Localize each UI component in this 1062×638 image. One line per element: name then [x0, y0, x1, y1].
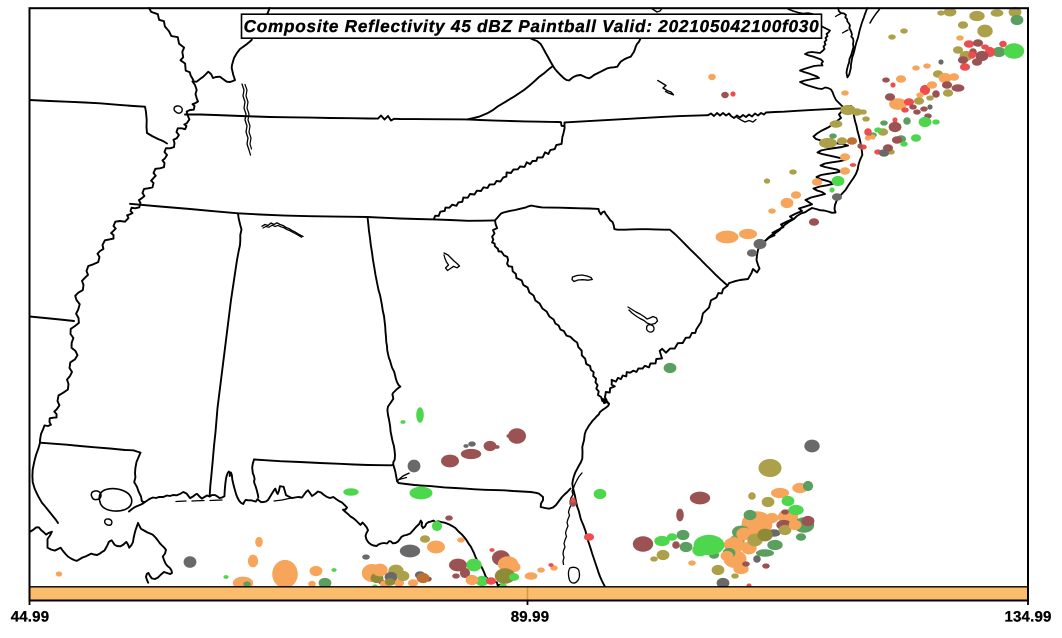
svg-text:134.99: 134.99: [1004, 609, 1051, 626]
svg-text:89.99: 89.99: [511, 609, 550, 626]
svg-text:Composite Reflectivity 45 dBZ: Composite Reflectivity 45 dBZ Paintball …: [244, 16, 820, 36]
svg-text:44.99: 44.99: [11, 609, 50, 626]
